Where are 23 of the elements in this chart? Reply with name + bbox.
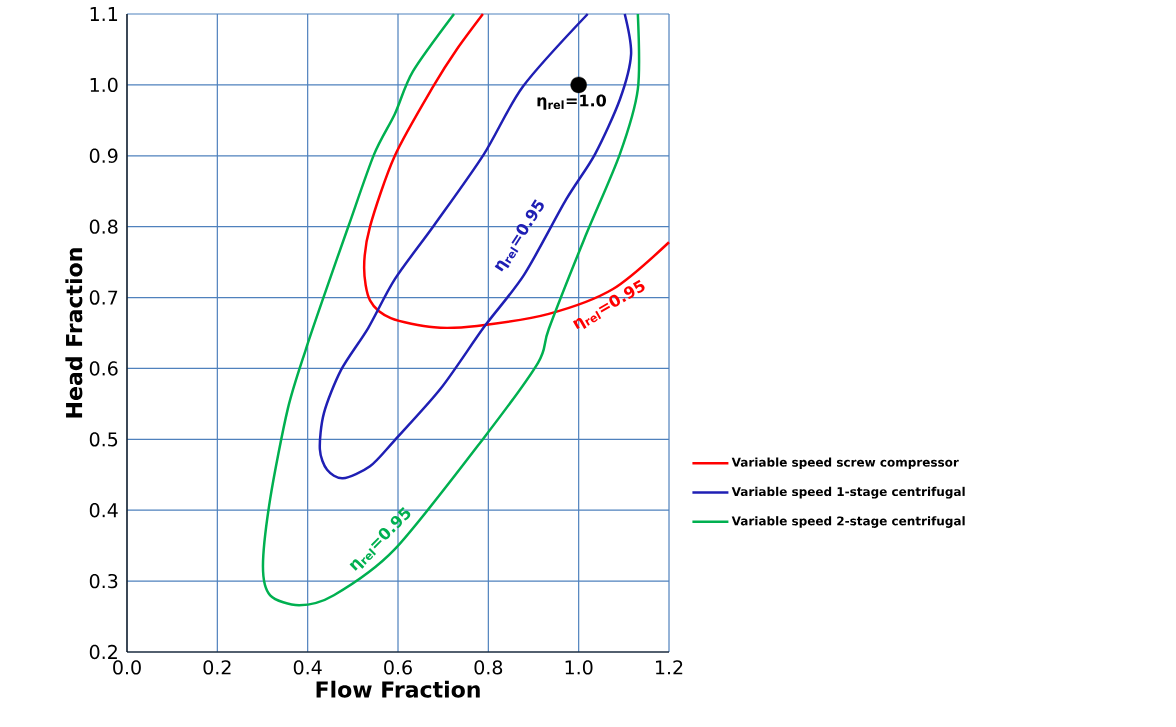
x-tick-label: 0.8 bbox=[474, 660, 503, 675]
x-tick-label: 0.2 bbox=[203, 660, 231, 675]
x-tick-label: 0.4 bbox=[293, 660, 322, 675]
y-tick-label: 0.6 bbox=[89, 361, 118, 376]
legend-label: Variable speed 2-stage centrifugal bbox=[731, 516, 965, 528]
y-tick-label: 0.5 bbox=[89, 432, 118, 447]
y-tick-label: 0.9 bbox=[89, 148, 118, 163]
y-tick-label: 1.0 bbox=[90, 77, 118, 93]
x-tick-label: 0.6 bbox=[384, 660, 412, 675]
y-tick-label: 1.1 bbox=[90, 7, 118, 21]
legend-label: Variable speed 1-stage centrifugal bbox=[731, 486, 965, 499]
line-series bbox=[362, 12, 671, 330]
x-tick-label: 1.0 bbox=[565, 660, 593, 675]
x-tick-label: 0.0 bbox=[113, 660, 141, 675]
y-tick-label: 0.3 bbox=[89, 573, 118, 589]
y-tick-label: 0.4 bbox=[89, 503, 118, 518]
x-axis-title: Flow Fraction bbox=[316, 680, 480, 698]
x-tick-label: 1.2 bbox=[655, 660, 683, 675]
legend-label: Variable speed screw compressor bbox=[731, 457, 959, 470]
y-tick-label: 0.8 bbox=[89, 219, 118, 234]
y-tick-label: 0.2 bbox=[89, 644, 117, 660]
y-tick-label: 0.7 bbox=[89, 290, 118, 305]
y-axis-title: Head Fraction bbox=[65, 248, 83, 418]
